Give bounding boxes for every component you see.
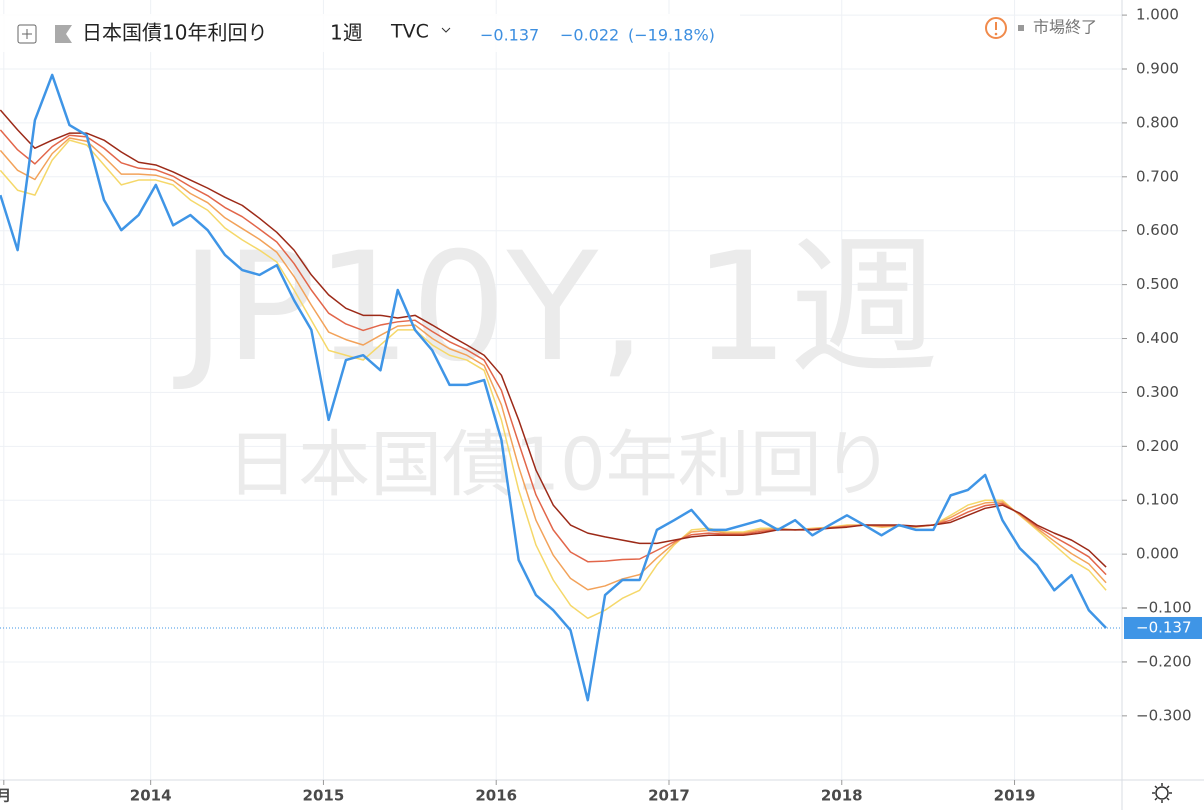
y-tick-label: 0.500 (1136, 275, 1179, 293)
watermark-name: 日本国債10年利回り (226, 423, 894, 507)
watermark-symbol: JP10Y, 1週 (173, 221, 939, 395)
x-tick-label: 2019 (994, 787, 1036, 805)
x-tick-label: 2015 (303, 787, 345, 805)
status-dot (1018, 25, 1024, 31)
x-tick-label: 月 (0, 787, 11, 805)
x-tick-label: 2018 (821, 787, 863, 805)
y-tick-label: 0.700 (1136, 167, 1179, 185)
y-tick-label: 0.400 (1136, 329, 1179, 347)
y-tick-label: 0.000 (1136, 545, 1179, 563)
series-line (0, 73, 1107, 702)
y-tick-label: 0.800 (1136, 113, 1179, 131)
dropdown-caret[interactable] (441, 27, 451, 33)
axes: −0.300 −0.200 −0.100 0.000 0.100 0.200 0.300 0.… (0, 6, 1202, 805)
header-last: −0.137 (480, 26, 539, 45)
y-tick-label: −0.100 (1136, 599, 1192, 617)
plot (0, 73, 1122, 702)
x-tick-label: 2017 (648, 787, 690, 805)
y-tick-label: 1.000 (1136, 6, 1179, 24)
y-tick-label: 0.900 (1136, 59, 1179, 77)
y-tick-label: −0.300 (1136, 706, 1192, 724)
source[interactable]: TVC (390, 21, 429, 43)
x-tick-label: 2014 (130, 787, 172, 805)
settings-icon[interactable] (1152, 783, 1172, 803)
interval[interactable]: 1週 (330, 21, 363, 45)
last-price-tag (1124, 616, 1202, 639)
symbol-title: 日本国債10年利回り (82, 21, 267, 45)
warning-icon[interactable] (985, 17, 1007, 39)
market-status: 市場終了 (1033, 18, 1097, 37)
add-icon[interactable] (17, 24, 37, 44)
y-tick-label: 0.600 (1136, 221, 1179, 239)
series-line (0, 109, 1107, 568)
y-tick-label: 0.200 (1136, 437, 1179, 455)
header-change: −0.022 (560, 26, 619, 45)
flag-icon[interactable] (55, 25, 72, 43)
x-tick-label: 2016 (475, 787, 517, 805)
header-bg (0, 14, 740, 52)
last-price-label: −0.137 (1136, 618, 1192, 636)
y-tick-label: 0.100 (1136, 491, 1179, 509)
y-tick-label: −0.200 (1136, 652, 1192, 670)
y-tick-label: 0.300 (1136, 383, 1179, 401)
header-change-pct: (−19.18%) (628, 26, 715, 45)
